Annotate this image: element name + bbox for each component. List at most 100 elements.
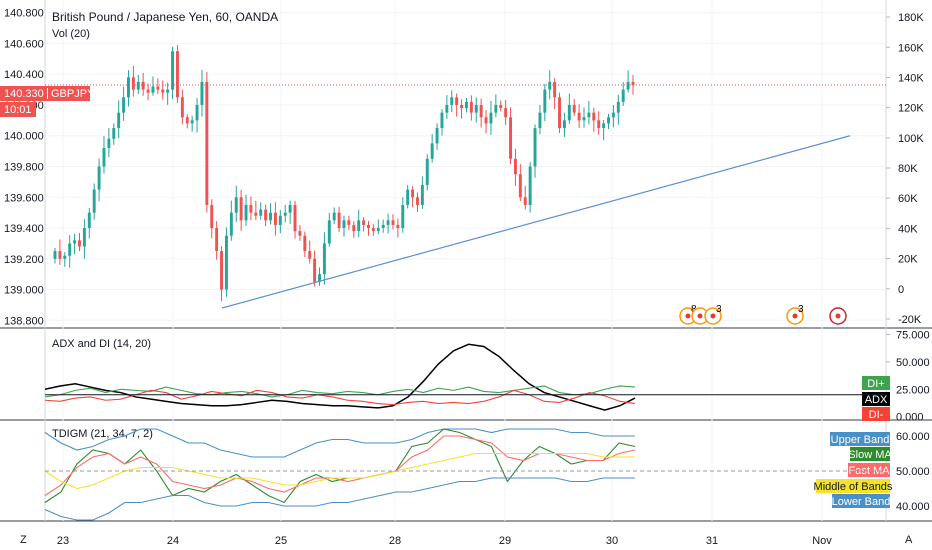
candle-body <box>195 104 199 121</box>
candle-body <box>543 89 547 113</box>
candle-body <box>484 117 488 124</box>
candle-body <box>582 117 586 121</box>
candle-body <box>82 228 86 247</box>
candle-body <box>342 220 346 229</box>
candle-body <box>107 138 111 149</box>
event-dot <box>792 313 798 319</box>
candle-body <box>616 101 620 113</box>
candle-body <box>234 197 238 213</box>
time-tick-label: 23 <box>57 535 69 547</box>
candle-body <box>220 251 224 290</box>
candle-body <box>87 212 91 229</box>
event-markers[interactable]: 8 3 3 <box>679 304 847 325</box>
candle-body <box>322 243 326 275</box>
candle-body <box>288 204 292 213</box>
candle-body <box>78 240 81 247</box>
candle-body <box>611 112 615 118</box>
candle-body <box>63 255 67 259</box>
adx-legend-badge <box>862 376 890 390</box>
candle-body <box>185 117 189 124</box>
tdigm-legend-label: Middle of Bands <box>814 481 893 493</box>
tdigm-pane[interactable]: TDIGM (21, 34, 7, 2) <box>44 428 886 521</box>
candle-body <box>396 224 400 229</box>
candle-body <box>533 128 537 167</box>
candle-body <box>420 184 424 205</box>
candle-body <box>175 51 179 98</box>
candle-body <box>386 220 390 225</box>
timezone-button[interactable]: Z <box>20 534 27 546</box>
candle-body <box>435 128 439 144</box>
candle-body <box>411 189 415 198</box>
adx-tick-label: 50.000 <box>896 357 930 369</box>
price-tick-label: 139.600 <box>4 192 44 204</box>
event-count: 3 <box>798 304 804 315</box>
adx-tick-label: 0.000 <box>896 412 924 424</box>
price-tick-label: 139.200 <box>4 254 44 266</box>
price-tick-label: 140.000 <box>4 131 44 143</box>
candle-body <box>391 220 395 225</box>
volume-tick-label: 0 <box>898 284 904 296</box>
candle-body <box>131 77 135 90</box>
candle-body <box>489 112 493 124</box>
tdigm-tick-label: 40.000 <box>896 501 930 513</box>
symbol-label: GBPJPY <box>51 88 95 100</box>
candle-body <box>558 97 561 129</box>
volume-tick-label: 180K <box>898 12 924 24</box>
time-tick-label: 29 <box>499 535 511 547</box>
candle-body <box>469 101 473 113</box>
adx-legend-label: DI+ <box>867 378 884 390</box>
trendline[interactable] <box>221 135 851 309</box>
candle-body <box>518 174 522 198</box>
candle-body <box>494 104 498 113</box>
time-axis[interactable]: 23 24 25 28 29 30 31 Nov <box>57 535 832 547</box>
candle-body <box>156 86 160 90</box>
candle-body <box>352 224 356 232</box>
candle-body <box>513 158 517 175</box>
candle-body <box>362 220 366 225</box>
candle-body <box>367 224 370 229</box>
candle-body <box>166 89 170 93</box>
time-tick-label: Nov <box>812 535 832 547</box>
candle-body <box>460 104 464 109</box>
tdigm-tick-label: 50.000 <box>896 466 930 478</box>
volume-axis[interactable]: -20K 0 20K 40K 60K 80K 100K 120K 140K 160K 180K 0.0… <box>814 12 930 513</box>
candle-body <box>239 197 243 221</box>
series-fast-ma <box>44 435 636 496</box>
auto-scale-button[interactable]: A <box>905 534 913 546</box>
candle-body <box>273 212 277 225</box>
event-dot <box>685 313 691 319</box>
candle-body <box>254 212 258 216</box>
tdigm-legend-badge <box>832 494 890 508</box>
tdigm-legend-label: Lower Band <box>832 496 891 508</box>
candle-body <box>146 89 150 93</box>
series-di- <box>44 389 636 406</box>
candle-body <box>264 209 268 221</box>
adx-pane[interactable]: ADX and DI (14, 20) <box>44 338 886 411</box>
candle-body <box>259 209 263 216</box>
candle-body <box>318 274 321 282</box>
candle-body <box>347 220 351 225</box>
candle-body <box>244 204 248 221</box>
countdown-value: 10:01 <box>4 104 32 116</box>
candle-body <box>450 97 454 105</box>
candle-body <box>548 81 552 90</box>
candle-body <box>332 212 336 221</box>
chart-title: British Pound / Japanese Yen, 60, OANDA <box>52 10 278 24</box>
volume-tick-label: 160K <box>898 42 924 54</box>
candle-body <box>278 215 282 225</box>
candle-body <box>102 148 106 167</box>
candle-body <box>602 123 606 129</box>
candle-body <box>401 204 405 229</box>
price-pane[interactable]: British Pound / Japanese Yen, 60, OANDA … <box>45 10 886 325</box>
candle-body <box>621 89 625 102</box>
volume-tick-label: 60K <box>898 193 918 205</box>
candle-body <box>528 166 532 205</box>
adx-title: ADX and DI (14, 20) <box>52 338 151 350</box>
candle-body <box>171 51 175 90</box>
candle-body <box>269 212 272 221</box>
adx-legend-label: DI- <box>869 409 884 421</box>
price-axis[interactable]: 138.800 139.000 139.200 139.400 139.600 139.8… <box>4 8 44 328</box>
candle-body <box>68 243 72 256</box>
candle-body <box>445 104 449 113</box>
